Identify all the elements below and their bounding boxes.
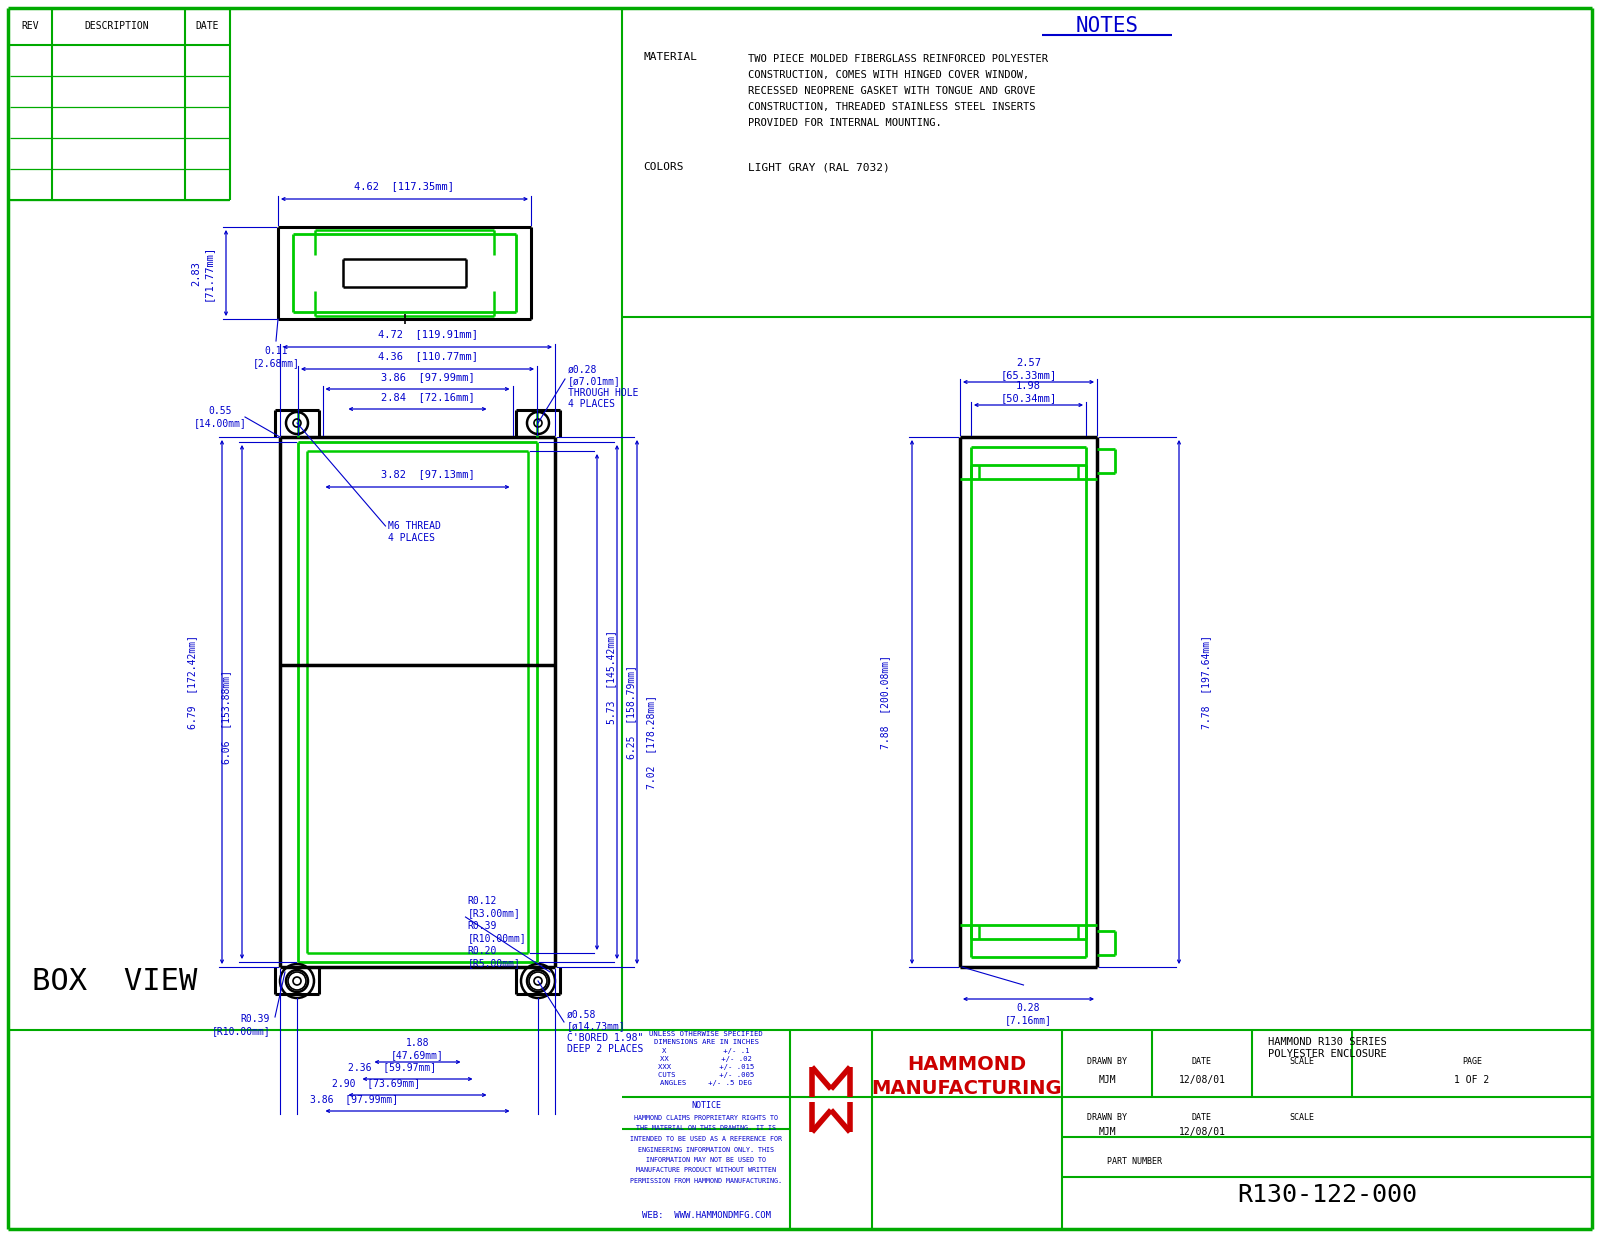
Text: REV: REV	[21, 21, 38, 31]
Text: 1.88
[47.69mm]: 1.88 [47.69mm]	[390, 1038, 443, 1060]
Text: CONSTRUCTION, THREADED STAINLESS STEEL INSERTS: CONSTRUCTION, THREADED STAINLESS STEEL I…	[749, 101, 1035, 113]
Text: MANUFACTURING: MANUFACTURING	[872, 1080, 1062, 1098]
Text: INFORMATION MAY NOT BE USED TO: INFORMATION MAY NOT BE USED TO	[646, 1157, 766, 1163]
Text: 7.02  [178.28mm]: 7.02 [178.28mm]	[646, 695, 656, 789]
Text: 1.98
[50.34mm]: 1.98 [50.34mm]	[1000, 381, 1056, 403]
Text: 0.55
[14.00mm]: 0.55 [14.00mm]	[194, 406, 246, 428]
Text: XXX           +/- .015: XXX +/- .015	[658, 1064, 754, 1070]
Text: R0.20
[R5.00mm]: R0.20 [R5.00mm]	[467, 946, 520, 967]
Text: M6 THREAD
4 PLACES: M6 THREAD 4 PLACES	[387, 521, 440, 543]
Text: R0.12
[R3.00mm]: R0.12 [R3.00mm]	[467, 896, 520, 918]
Text: CONSTRUCTION, COMES WITH HINGED COVER WINDOW,: CONSTRUCTION, COMES WITH HINGED COVER WI…	[749, 71, 1029, 80]
Text: LIGHT GRAY (RAL 7032): LIGHT GRAY (RAL 7032)	[749, 162, 890, 172]
Text: DATE: DATE	[1192, 1112, 1213, 1122]
Text: XX            +/- .02: XX +/- .02	[661, 1056, 752, 1063]
Text: ANGLES     +/- .5 DEG: ANGLES +/- .5 DEG	[661, 1080, 752, 1086]
Text: NOTES: NOTES	[1075, 16, 1139, 36]
Text: 3.82  [97.13mm]: 3.82 [97.13mm]	[381, 469, 474, 479]
Text: COLORS: COLORS	[643, 162, 683, 172]
Text: HAMMOND: HAMMOND	[907, 1055, 1027, 1075]
Text: TWO PIECE MOLDED FIBERGLASS REINFORCED POLYESTER: TWO PIECE MOLDED FIBERGLASS REINFORCED P…	[749, 54, 1048, 64]
Text: HAMMOND CLAIMS PROPRIETARY RIGHTS TO: HAMMOND CLAIMS PROPRIETARY RIGHTS TO	[634, 1115, 778, 1121]
Text: 1 OF 2: 1 OF 2	[1454, 1075, 1490, 1085]
Text: 4.62  [117.35mm]: 4.62 [117.35mm]	[355, 181, 454, 190]
Text: R130-122-000: R130-122-000	[1237, 1183, 1418, 1207]
Text: ø0.58
[ø14.73mm]
C'BORED 1.98"
DEEP 2 PLACES: ø0.58 [ø14.73mm] C'BORED 1.98" DEEP 2 PL…	[566, 1009, 643, 1054]
Text: 12/08/01: 12/08/01	[1179, 1127, 1226, 1137]
Text: 0.11
[2.68mm]: 0.11 [2.68mm]	[253, 346, 299, 367]
Text: PERMISSION FROM HAMMOND MANUFACTURING.: PERMISSION FROM HAMMOND MANUFACTURING.	[630, 1178, 782, 1184]
Text: ENGINEERING INFORMATION ONLY. THIS: ENGINEERING INFORMATION ONLY. THIS	[638, 1147, 774, 1153]
Text: MJM: MJM	[1098, 1127, 1115, 1137]
Text: 2.90  [73.69mm]: 2.90 [73.69mm]	[333, 1077, 421, 1089]
Text: DATE: DATE	[195, 21, 219, 31]
Text: R0.39
[R10.00mm]: R0.39 [R10.00mm]	[467, 922, 526, 943]
Text: 4.72  [119.91mm]: 4.72 [119.91mm]	[378, 329, 477, 339]
Text: 6.25  [158.79mm]: 6.25 [158.79mm]	[626, 666, 637, 760]
Text: 2.57
[65.33mm]: 2.57 [65.33mm]	[1000, 359, 1056, 380]
Text: MJM: MJM	[1098, 1075, 1115, 1085]
Text: DRAWN BY: DRAWN BY	[1086, 1112, 1126, 1122]
Text: 6.06  [153.88mm]: 6.06 [153.88mm]	[221, 670, 230, 764]
Text: DATE: DATE	[1192, 1058, 1213, 1066]
Text: 6.79  [172.42mm]: 6.79 [172.42mm]	[187, 635, 197, 729]
Text: 3.86  [97.99mm]: 3.86 [97.99mm]	[309, 1094, 398, 1103]
Text: DESCRIPTION: DESCRIPTION	[85, 21, 149, 31]
Text: 12/08/01: 12/08/01	[1179, 1075, 1226, 1085]
Text: DRAWN BY: DRAWN BY	[1086, 1058, 1126, 1066]
Text: MANUFACTURE PRODUCT WITHOUT WRITTEN: MANUFACTURE PRODUCT WITHOUT WRITTEN	[637, 1168, 776, 1174]
Text: 2.83
[71.77mm]: 2.83 [71.77mm]	[192, 245, 213, 301]
Text: CUTS          +/- .005: CUTS +/- .005	[658, 1072, 754, 1077]
Text: 4.36  [110.77mm]: 4.36 [110.77mm]	[378, 351, 477, 361]
Text: 7.78  [197.64mm]: 7.78 [197.64mm]	[1202, 635, 1211, 729]
Text: THE MATERIAL ON THIS DRAWING. IT IS: THE MATERIAL ON THIS DRAWING. IT IS	[637, 1126, 776, 1132]
Text: NOTICE: NOTICE	[691, 1101, 722, 1111]
Text: INTENDED TO BE USED AS A REFERENCE FOR: INTENDED TO BE USED AS A REFERENCE FOR	[630, 1136, 782, 1142]
Text: MATERIAL: MATERIAL	[643, 52, 698, 62]
Text: R0.39
[R10.00mm]: R0.39 [R10.00mm]	[211, 1014, 270, 1035]
Text: 5.73  [145.42mm]: 5.73 [145.42mm]	[606, 630, 616, 724]
Text: 3.86  [97.99mm]: 3.86 [97.99mm]	[381, 372, 474, 382]
Text: 2.84  [72.16mm]: 2.84 [72.16mm]	[381, 392, 474, 402]
Text: WEB:  WWW.HAMMONDMFG.COM: WEB: WWW.HAMMONDMFG.COM	[642, 1211, 771, 1220]
Text: HAMMOND R130 SERIES: HAMMOND R130 SERIES	[1267, 1037, 1386, 1047]
Text: SCALE: SCALE	[1290, 1112, 1315, 1122]
Text: X             +/- .1: X +/- .1	[662, 1048, 750, 1054]
Text: UNLESS OTHERWISE SPECIFIED: UNLESS OTHERWISE SPECIFIED	[650, 1030, 763, 1037]
Text: 0.28
[7.16mm]: 0.28 [7.16mm]	[1005, 1003, 1053, 1024]
Text: 7.88  [200.08mm]: 7.88 [200.08mm]	[880, 656, 890, 748]
Text: 2.36  [59.97mm]: 2.36 [59.97mm]	[347, 1063, 435, 1072]
Text: RECESSED NEOPRENE GASKET WITH TONGUE AND GROVE: RECESSED NEOPRENE GASKET WITH TONGUE AND…	[749, 87, 1035, 96]
Text: DIMENSIONS ARE IN INCHES: DIMENSIONS ARE IN INCHES	[653, 1039, 758, 1045]
Text: PART NUMBER: PART NUMBER	[1107, 1158, 1162, 1166]
Text: PAGE: PAGE	[1462, 1058, 1482, 1066]
Text: SCALE: SCALE	[1290, 1058, 1315, 1066]
Text: POLYESTER ENCLOSURE: POLYESTER ENCLOSURE	[1267, 1049, 1386, 1059]
Text: BOX  VIEW: BOX VIEW	[32, 967, 198, 997]
Text: PROVIDED FOR INTERNAL MOUNTING.: PROVIDED FOR INTERNAL MOUNTING.	[749, 118, 942, 127]
Text: ø0.28
[ø7.01mm]
THROUGH HOLE
4 PLACES: ø0.28 [ø7.01mm] THROUGH HOLE 4 PLACES	[568, 365, 638, 409]
